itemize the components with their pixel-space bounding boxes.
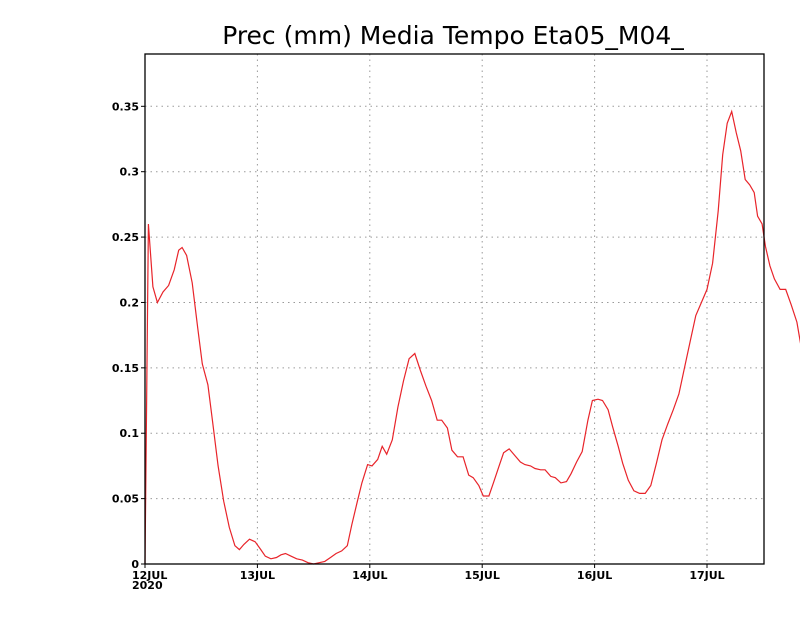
y-tick-label: 0.15 xyxy=(112,362,139,375)
y-tick-label: 0 xyxy=(131,558,139,571)
x-tick-label: 17JUL xyxy=(689,569,724,582)
grid xyxy=(145,54,764,564)
series-layer xyxy=(144,109,800,565)
x-tick-label: 12JUL xyxy=(132,569,167,582)
y-tick-label: 0.35 xyxy=(112,100,139,113)
x-tick-label: 13JUL xyxy=(240,569,275,582)
x-tick-label: 15JUL xyxy=(465,569,500,582)
y-tick-label: 0.2 xyxy=(120,296,140,309)
x-tick-label: 16JUL xyxy=(577,569,612,582)
series-line xyxy=(144,109,800,565)
x-tick-sublabel: 2020 xyxy=(132,579,163,592)
chart-title: Prec (mm) Media Tempo Eta05_M04_ xyxy=(222,21,684,50)
y-tick-label: 0.05 xyxy=(112,493,139,506)
y-tick-label: 0.1 xyxy=(120,427,140,440)
y-axis: 0 0.05 0.1 0.15 0.2 0.25 0.3 0.35 xyxy=(112,100,145,571)
y-tick-label: 0.25 xyxy=(112,231,139,244)
plot-frame xyxy=(144,53,765,565)
x-tick-label: 14JUL xyxy=(352,569,387,582)
y-tick-label: 0.3 xyxy=(120,166,140,179)
